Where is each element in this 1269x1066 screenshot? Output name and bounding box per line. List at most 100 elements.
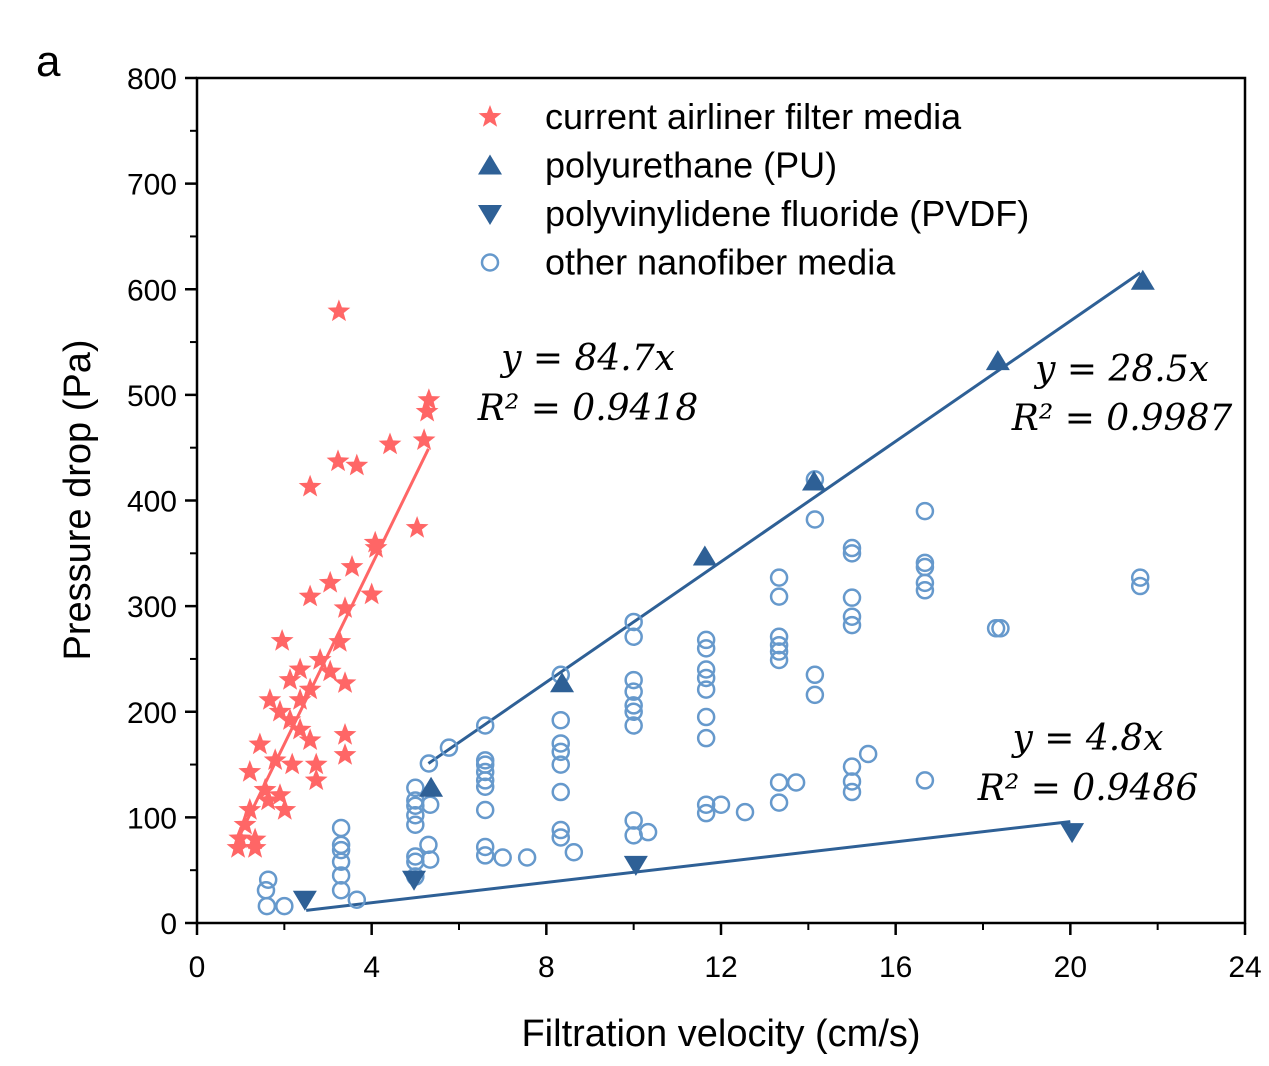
fit-annotation-airliner: y = 84.7x R² = 0.9418 bbox=[477, 338, 699, 429]
data-point bbox=[420, 795, 440, 814]
data-point bbox=[769, 642, 789, 661]
data-point bbox=[769, 587, 789, 606]
data-point bbox=[475, 716, 495, 735]
data-point bbox=[292, 890, 317, 911]
data-point bbox=[624, 670, 643, 690]
axes: 0 4 8 12 16 20 24 0 100 200 300 400 500 600 700 800 bbox=[127, 63, 1262, 984]
data-point bbox=[360, 582, 384, 605]
data-point bbox=[735, 802, 755, 822]
data-point bbox=[985, 350, 1010, 371]
y-tick-label: 400 bbox=[127, 486, 177, 519]
data-point bbox=[711, 795, 731, 814]
y-tick-label: 800 bbox=[127, 63, 177, 96]
plot-area bbox=[226, 269, 1155, 916]
data-point bbox=[1060, 823, 1085, 844]
data-point bbox=[551, 734, 570, 753]
data-point bbox=[318, 659, 342, 682]
data-point bbox=[406, 778, 425, 798]
x-tick-label: 8 bbox=[538, 951, 555, 984]
legend-marker bbox=[478, 154, 502, 175]
data-point bbox=[475, 837, 495, 857]
data-point bbox=[419, 835, 438, 855]
x-tick-label: 24 bbox=[1228, 951, 1261, 984]
data-point bbox=[769, 568, 789, 587]
data-point bbox=[1130, 576, 1150, 596]
data-point bbox=[331, 881, 351, 900]
fit-r2: R² = 0.9418 bbox=[477, 388, 699, 429]
data-point bbox=[253, 777, 277, 800]
data-point bbox=[333, 723, 357, 745]
data-point bbox=[256, 881, 276, 900]
x-tick-label: 12 bbox=[704, 951, 737, 984]
data-point bbox=[331, 818, 351, 838]
data-point bbox=[257, 896, 277, 916]
data-point bbox=[564, 842, 584, 862]
data-point bbox=[638, 822, 658, 842]
y-tick-label: 300 bbox=[127, 591, 177, 624]
data-point bbox=[475, 800, 495, 820]
data-point bbox=[288, 657, 312, 680]
data-point bbox=[475, 846, 495, 865]
data-point bbox=[278, 668, 302, 690]
data-point bbox=[412, 428, 436, 450]
data-point bbox=[915, 581, 935, 600]
data-point bbox=[1130, 568, 1150, 587]
data-point bbox=[842, 588, 862, 607]
y-tick-label: 200 bbox=[127, 697, 177, 730]
data-point bbox=[696, 660, 716, 679]
data-point bbox=[298, 474, 322, 497]
data-point bbox=[402, 870, 427, 891]
legend: current airliner filter media polyurethan… bbox=[478, 96, 1029, 283]
data-point bbox=[340, 555, 364, 577]
data-point bbox=[692, 545, 717, 566]
data-point bbox=[842, 782, 862, 802]
data-point bbox=[624, 682, 643, 701]
fit-r2: R² = 0.9486 bbox=[977, 768, 1199, 809]
data-point bbox=[786, 773, 806, 792]
data-point bbox=[551, 782, 570, 802]
data-point bbox=[858, 744, 878, 764]
x-tick-label: 0 bbox=[189, 951, 206, 984]
data-point bbox=[258, 870, 278, 889]
data-point bbox=[696, 639, 716, 658]
data-point bbox=[288, 688, 312, 710]
data-point bbox=[233, 812, 257, 835]
data-point bbox=[256, 788, 280, 811]
data-point bbox=[333, 743, 357, 765]
data-point bbox=[842, 607, 862, 626]
fit-line bbox=[234, 448, 430, 844]
data-point bbox=[415, 399, 439, 422]
data-point bbox=[378, 432, 402, 455]
data-point bbox=[842, 615, 862, 635]
data-point bbox=[345, 453, 369, 476]
y-tick-label: 700 bbox=[127, 169, 177, 202]
data-point bbox=[406, 815, 425, 835]
x-tick-label: 4 bbox=[363, 951, 380, 984]
data-point bbox=[915, 501, 935, 521]
data-point bbox=[842, 544, 862, 563]
fit-line bbox=[305, 820, 1071, 912]
data-point bbox=[624, 627, 643, 647]
data-point bbox=[842, 772, 862, 791]
data-point bbox=[517, 848, 537, 867]
data-point bbox=[298, 584, 322, 607]
fit-equation: y = 4.8x bbox=[1011, 718, 1164, 759]
y-tick-label: 0 bbox=[160, 908, 177, 941]
fit-equation: y = 28.5x bbox=[1033, 349, 1209, 390]
data-point bbox=[991, 619, 1010, 638]
data-point bbox=[623, 855, 648, 876]
fit-equation: y = 84.7x bbox=[499, 338, 675, 379]
data-point bbox=[769, 793, 789, 812]
fit-annotation-pu: y = 28.5x R² = 0.9987 bbox=[1011, 349, 1233, 439]
data-point bbox=[696, 668, 716, 688]
y-tick-label: 500 bbox=[127, 380, 177, 413]
y-tick-label: 600 bbox=[127, 274, 177, 307]
data-point bbox=[769, 650, 789, 670]
data-point bbox=[258, 688, 282, 710]
data-point bbox=[842, 538, 862, 558]
y-tick-label: 100 bbox=[127, 802, 177, 835]
data-point bbox=[915, 771, 935, 790]
data-point bbox=[248, 732, 272, 755]
data-point bbox=[550, 672, 575, 693]
